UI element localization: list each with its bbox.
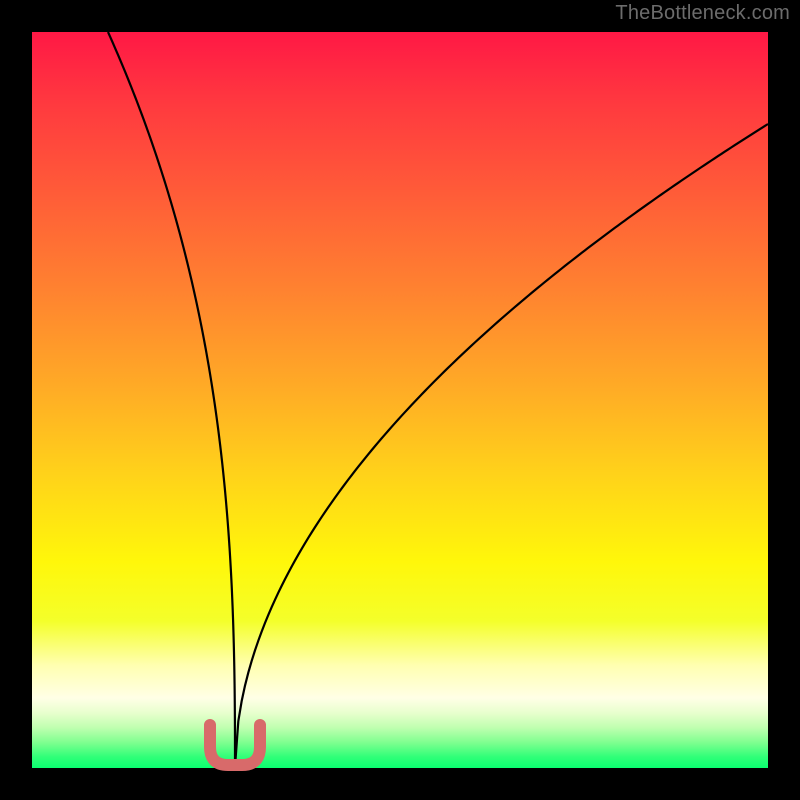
plot-background xyxy=(32,32,768,768)
chart-container: { "watermark": "TheBottleneck.com", "can… xyxy=(0,0,800,800)
chart-svg xyxy=(0,0,800,800)
watermark-text: TheBottleneck.com xyxy=(615,2,790,25)
